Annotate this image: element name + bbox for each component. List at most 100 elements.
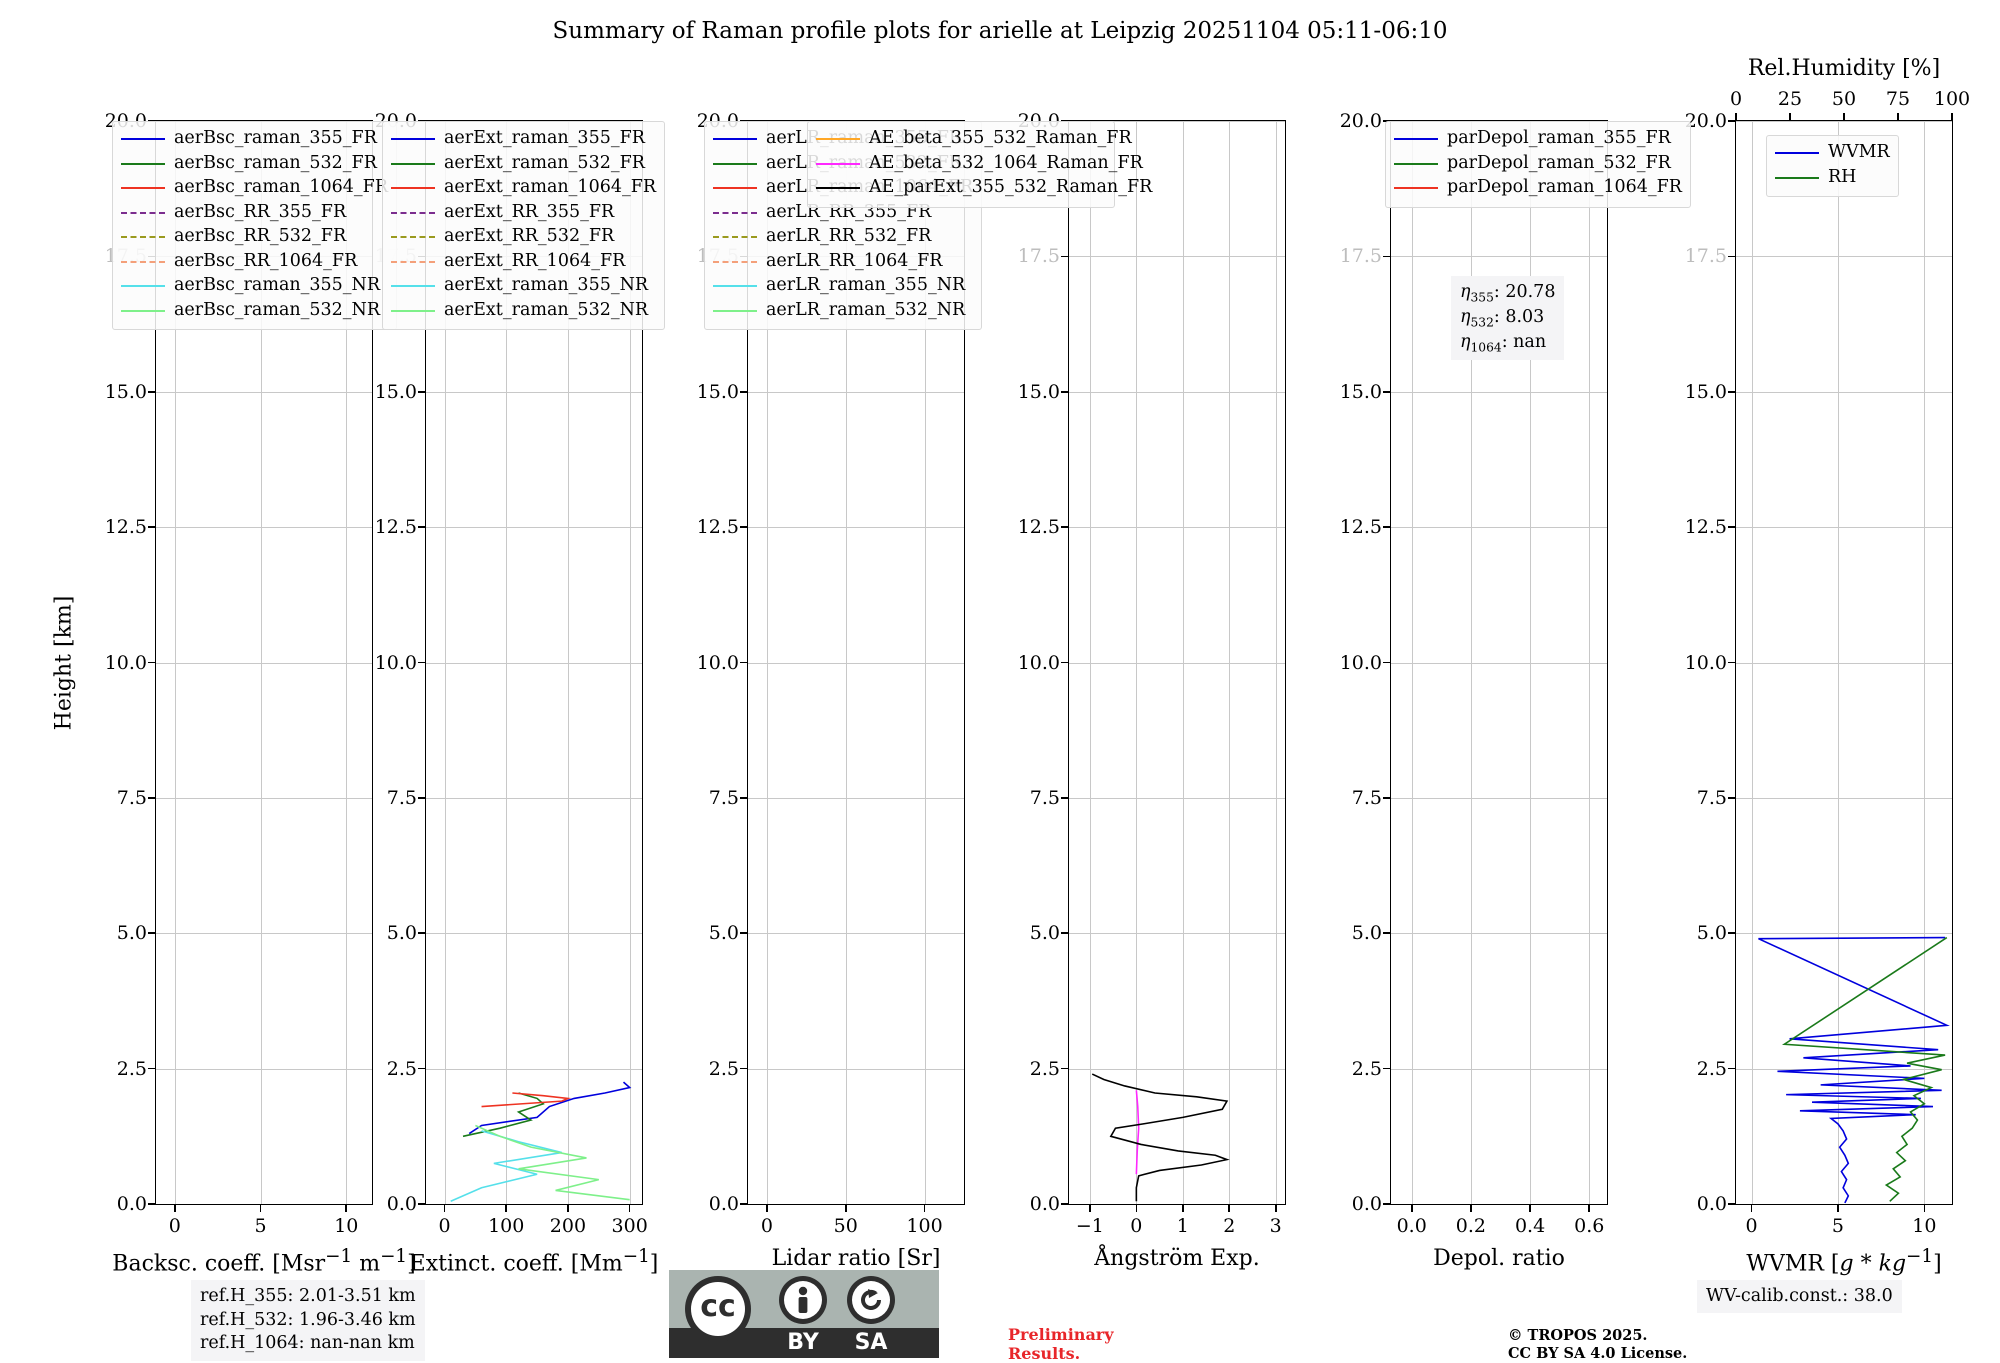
x-tick-mark bbox=[259, 1204, 262, 1212]
y-tick-label: 7.5 bbox=[116, 786, 147, 809]
legend-item[interactable]: aerExt_raman_355_FR bbox=[391, 127, 656, 152]
x-tick-mark bbox=[844, 1204, 847, 1212]
gridline-horizontal bbox=[748, 933, 964, 935]
legend-item[interactable]: aerLR_raman_355_NR bbox=[713, 274, 973, 299]
x-tick-mark bbox=[628, 1204, 631, 1212]
x-axis-label-lidar-ratio: Lidar ratio [Sr] bbox=[771, 1246, 941, 1271]
y-tick-label: 2.5 bbox=[1351, 1057, 1382, 1080]
top-x-tick-label: 25 bbox=[1777, 88, 1803, 110]
x-tick-mark bbox=[1228, 1204, 1231, 1212]
y-tick-mark bbox=[740, 661, 748, 664]
legend-line-swatch bbox=[816, 187, 860, 190]
x-tick-label: 10 bbox=[1912, 1215, 1937, 1237]
y-tick-label: 0.0 bbox=[1029, 1193, 1060, 1215]
y-tick-label: 10.0 bbox=[696, 651, 739, 674]
cc-license-badge[interactable]: cc BY SA bbox=[669, 1270, 939, 1358]
y-tick-mark bbox=[418, 797, 426, 799]
legend-line-swatch bbox=[713, 309, 757, 312]
legend-wvmr[interactable]: WVMR RH bbox=[1766, 135, 1899, 197]
legend-item[interactable]: aerBsc_raman_532_FR bbox=[121, 152, 388, 177]
legend-item[interactable]: aerLR_raman_532_NR bbox=[713, 299, 973, 324]
gridline-horizontal bbox=[1069, 797, 1285, 799]
x-tick-label: 0 bbox=[1130, 1215, 1143, 1237]
y-tick-mark bbox=[1728, 1067, 1736, 1070]
y-tick-label: 0.0 bbox=[1696, 1193, 1727, 1215]
legend-item[interactable]: parDepol_raman_532_FR bbox=[1394, 152, 1682, 177]
legend-item[interactable]: AE_parExt_355_532_Raman_FR bbox=[816, 176, 1152, 201]
legend-item[interactable]: aerBsc_RR_355_FR bbox=[121, 201, 388, 226]
gridline-vertical bbox=[567, 121, 569, 1204]
legend-item[interactable]: aerLR_RR_1064_FR bbox=[713, 250, 973, 275]
legend-item[interactable]: aerBsc_raman_355_NR bbox=[121, 274, 388, 299]
y-tick-label: 12.5 bbox=[696, 516, 739, 539]
x-tick-label: 1 bbox=[1176, 1215, 1189, 1237]
legend-item[interactable]: RH bbox=[1775, 166, 1890, 191]
gridline-vertical bbox=[1837, 121, 1839, 1204]
x-tick-mark bbox=[1588, 1204, 1591, 1212]
legend-label: aerLR_RR_532_FR bbox=[766, 226, 932, 247]
legend-label: aerExt_RR_1064_FR bbox=[444, 250, 626, 271]
x-tick-label: 0 bbox=[168, 1215, 181, 1237]
eta-line-355: η355: 20.78 bbox=[1460, 282, 1556, 305]
legend-item[interactable]: aerExt_raman_532_NR bbox=[391, 299, 656, 324]
y-tick-mark bbox=[1061, 797, 1069, 799]
x-tick-label: 2 bbox=[1223, 1215, 1236, 1237]
legend-item[interactable]: aerBsc_RR_1064_FR bbox=[121, 250, 388, 275]
eta-line-532: η532: 8.03 bbox=[1460, 306, 1545, 330]
legend-backscatter[interactable]: aerBsc_raman_355_FR aerBsc_raman_532_FR ae… bbox=[112, 121, 397, 330]
gridline-horizontal bbox=[1736, 256, 1952, 258]
legend-item[interactable]: WVMR bbox=[1775, 141, 1890, 166]
legend-line-swatch bbox=[713, 285, 757, 288]
legend-label: aerExt_raman_355_FR bbox=[444, 128, 645, 149]
legend-item[interactable]: aerBsc_raman_1064_FR bbox=[121, 176, 388, 201]
y-tick-mark bbox=[148, 661, 156, 664]
y-tick-label: 15.0 bbox=[696, 380, 739, 403]
y-tick-label: 7.5 bbox=[1351, 786, 1382, 809]
legend-line-swatch bbox=[1775, 176, 1819, 179]
y-tick-label: 17.5 bbox=[1339, 245, 1382, 268]
gridline-vertical bbox=[1751, 121, 1753, 1204]
legend-item[interactable]: aerExt_RR_355_FR bbox=[391, 201, 656, 226]
y-tick-mark bbox=[148, 797, 156, 799]
y-tick-mark bbox=[740, 1203, 748, 1205]
legend-item[interactable]: aerExt_raman_1064_FR bbox=[391, 176, 656, 201]
legend-item[interactable]: aerBsc_raman_355_FR bbox=[121, 127, 388, 152]
legend-item[interactable]: parDepol_raman_355_FR bbox=[1394, 127, 1682, 152]
legend-item[interactable]: AE_beta_532_1064_Raman_FR bbox=[816, 152, 1143, 177]
reference-height-annotation: ref.H_355: 2.01-3.51 km ref.H_532: 1.96-3… bbox=[191, 1280, 425, 1361]
x-tick-label: 100 bbox=[906, 1215, 943, 1237]
y-tick-label: 15.0 bbox=[374, 380, 417, 403]
gridline-horizontal bbox=[426, 1068, 642, 1070]
y-tick-label: 5.0 bbox=[1029, 922, 1060, 945]
gridline-horizontal bbox=[1069, 256, 1285, 258]
legend-item[interactable]: aerLR_RR_532_FR bbox=[713, 225, 973, 250]
legend-item[interactable]: parDepol_raman_1064_FR bbox=[1394, 176, 1682, 201]
gridline-vertical bbox=[1530, 121, 1532, 1204]
legend-extinction[interactable]: aerExt_raman_355_FR aerExt_raman_532_FR ae… bbox=[382, 121, 666, 330]
gridline-vertical bbox=[260, 121, 262, 1204]
gridline-horizontal bbox=[748, 527, 964, 529]
share-alike-icon bbox=[861, 1289, 881, 1310]
gridline-vertical bbox=[346, 121, 348, 1204]
legend-line-swatch bbox=[121, 285, 165, 288]
legend-item[interactable]: aerBsc_raman_532_NR bbox=[121, 299, 388, 324]
legend-item[interactable]: aerExt_raman_532_FR bbox=[391, 152, 656, 177]
y-tick-mark bbox=[1383, 1203, 1391, 1205]
x-tick-label: 0.6 bbox=[1574, 1215, 1605, 1237]
legend-depol-ratio[interactable]: parDepol_raman_355_FR parDepol_raman_532_… bbox=[1385, 121, 1691, 208]
legend-line-swatch bbox=[391, 138, 435, 141]
legend-label: aerExt_RR_355_FR bbox=[444, 201, 615, 222]
y-tick-mark bbox=[1061, 255, 1069, 258]
legend-item[interactable]: aerExt_RR_1064_FR bbox=[391, 250, 656, 275]
legend-item[interactable]: aerExt_RR_532_FR bbox=[391, 225, 656, 250]
legend-item[interactable]: AE_beta_355_532_Raman_FR bbox=[816, 127, 1132, 152]
gridline-horizontal bbox=[1391, 933, 1607, 935]
x-tick-mark bbox=[345, 1204, 348, 1212]
y-tick-mark bbox=[418, 661, 426, 664]
y-tick-label: 5.0 bbox=[1351, 922, 1382, 945]
legend-line-swatch bbox=[391, 187, 435, 190]
y-tick-label: 10.0 bbox=[1684, 651, 1727, 674]
legend-item[interactable]: aerExt_raman_355_NR bbox=[391, 274, 656, 299]
legend-item[interactable]: aerBsc_RR_532_FR bbox=[121, 225, 388, 250]
legend-angstrom[interactable]: AE_beta_355_532_Raman_FR AE_beta_532_1064… bbox=[807, 121, 1152, 208]
